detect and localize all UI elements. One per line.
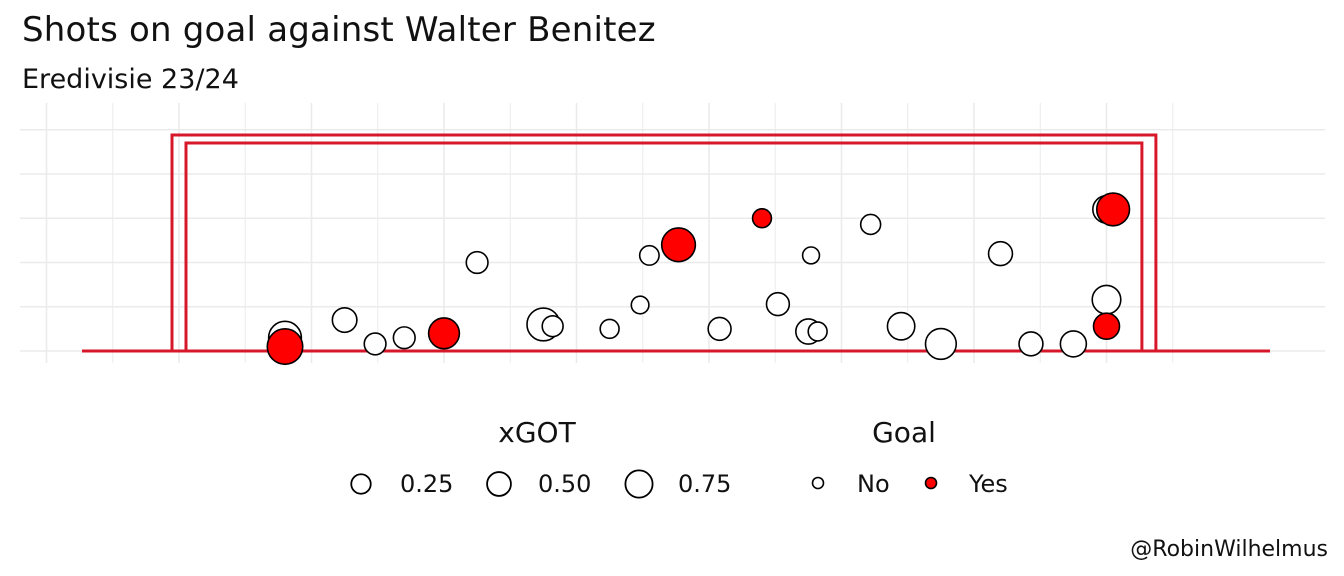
shot-point-no-goal xyxy=(1059,330,1088,358)
shot-point-no-goal xyxy=(1018,331,1044,357)
legend-color-label: Yes xyxy=(968,470,1008,498)
shot-point-no-goal xyxy=(707,316,732,342)
shot-point-no-goal xyxy=(801,246,821,265)
shot-point-no-goal xyxy=(541,314,564,338)
legend-color-key xyxy=(924,476,938,490)
legend-size-key xyxy=(624,469,654,499)
chart-title: Shots on goal against Walter Benitez xyxy=(22,10,656,50)
legend-color-label: No xyxy=(857,470,890,498)
chart-subtitle: Eredivisie 23/24 xyxy=(22,64,239,95)
legend-size-key xyxy=(486,471,512,497)
legend: xGOT 0.25 0.50 0.75 Goal No Yes xyxy=(350,416,1008,499)
shot-point-no-goal xyxy=(807,321,828,342)
legend-size-label: 0.25 xyxy=(400,470,453,498)
shot-point-no-goal xyxy=(465,250,489,275)
author-credit: @RobinWilhelmus xyxy=(1130,537,1328,562)
shot-point-goal xyxy=(1095,192,1131,227)
shot-point-goal xyxy=(751,208,773,229)
shot-point-no-goal xyxy=(331,306,358,334)
legend-size-key xyxy=(350,473,372,495)
goal-frame-outer xyxy=(170,133,1158,351)
shot-point-no-goal xyxy=(638,244,660,266)
shot-point-no-goal xyxy=(1091,284,1122,315)
shot-point-no-goal xyxy=(392,326,416,350)
shot-point-goal xyxy=(1092,312,1121,341)
shot-point-no-goal xyxy=(886,311,916,341)
legend-goal-title: Goal xyxy=(872,416,936,449)
legend-color-key xyxy=(811,476,825,490)
shot-point-goal xyxy=(660,227,697,263)
shot-point-goal xyxy=(266,328,304,366)
legend-size-label: 0.75 xyxy=(678,470,731,498)
legend-size-label: 0.50 xyxy=(538,470,591,498)
shot-point-no-goal xyxy=(599,318,620,340)
legend-xgot-title: xGOT xyxy=(498,416,576,449)
shot-point-no-goal xyxy=(924,327,958,361)
shot-points xyxy=(266,192,1131,366)
shot-point-no-goal xyxy=(765,291,791,317)
shot-point-goal xyxy=(427,317,461,350)
shot-point-no-goal xyxy=(630,295,650,315)
shot-point-no-goal xyxy=(987,240,1014,267)
shot-point-no-goal xyxy=(363,332,387,356)
goal-frame-inner xyxy=(184,141,1144,351)
shot-point-no-goal xyxy=(859,213,882,236)
